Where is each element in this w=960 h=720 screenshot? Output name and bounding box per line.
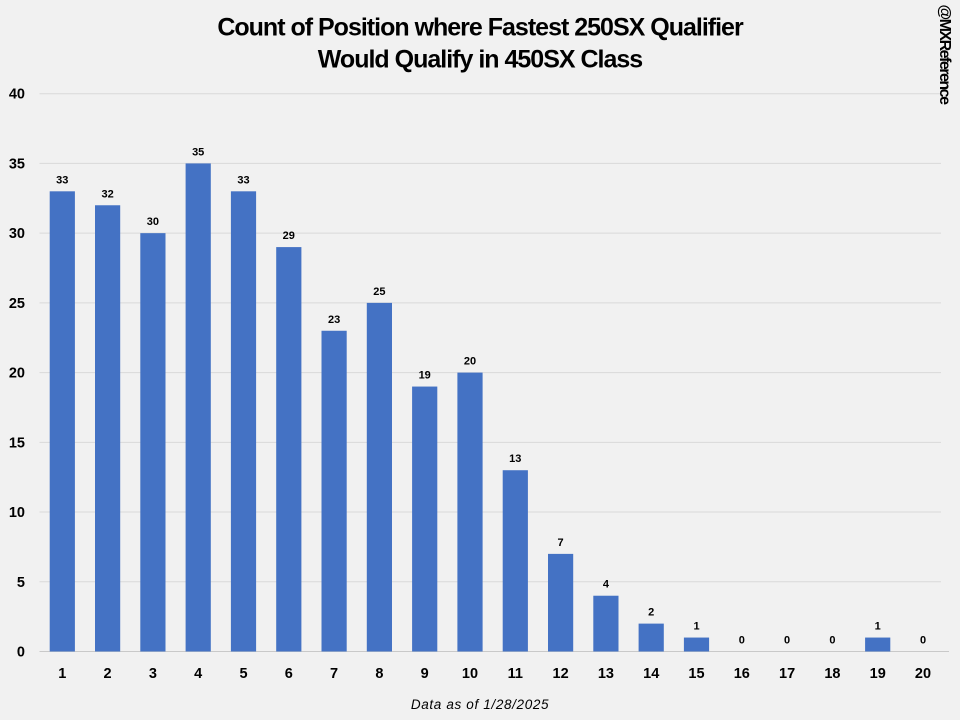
svg-text:9: 9 <box>421 666 429 682</box>
svg-text:6: 6 <box>285 666 293 682</box>
svg-text:23: 23 <box>328 314 340 326</box>
svg-text:12: 12 <box>553 666 569 682</box>
svg-text:30: 30 <box>9 226 25 242</box>
svg-text:32: 32 <box>101 188 113 200</box>
svg-text:0: 0 <box>920 635 926 647</box>
svg-text:25: 25 <box>373 286 385 298</box>
svg-text:13: 13 <box>598 666 614 682</box>
svg-text:14: 14 <box>643 666 659 682</box>
svg-text:2: 2 <box>104 666 112 682</box>
svg-text:30: 30 <box>147 216 159 228</box>
svg-text:20: 20 <box>464 356 476 368</box>
svg-text:20: 20 <box>9 366 25 382</box>
svg-text:0: 0 <box>739 635 745 647</box>
svg-text:5: 5 <box>239 666 247 682</box>
svg-text:19: 19 <box>419 370 431 382</box>
svg-text:4: 4 <box>603 579 610 591</box>
svg-text:0: 0 <box>829 635 835 647</box>
svg-text:8: 8 <box>375 666 383 682</box>
svg-text:10: 10 <box>462 666 478 682</box>
svg-text:3: 3 <box>149 666 157 682</box>
svg-text:13: 13 <box>509 453 521 465</box>
svg-text:40: 40 <box>9 87 25 103</box>
svg-text:0: 0 <box>784 635 790 647</box>
svg-text:Would Qualify in 450SX Class: Would Qualify in 450SX Class <box>318 46 643 74</box>
svg-text:0: 0 <box>17 645 25 661</box>
svg-text:33: 33 <box>56 174 68 186</box>
svg-text:16: 16 <box>734 666 750 682</box>
svg-text:33: 33 <box>237 174 249 186</box>
svg-text:1: 1 <box>693 621 699 633</box>
svg-text:29: 29 <box>283 230 295 242</box>
svg-text:1: 1 <box>875 621 881 633</box>
svg-text:5: 5 <box>17 575 25 591</box>
svg-text:2: 2 <box>648 607 654 619</box>
svg-text:11: 11 <box>508 666 523 682</box>
svg-text:15: 15 <box>688 666 704 682</box>
svg-text:15: 15 <box>9 435 25 451</box>
svg-text:@MXReference: @MXReference <box>936 5 953 106</box>
svg-text:10: 10 <box>9 505 25 521</box>
svg-text:19: 19 <box>870 666 886 682</box>
svg-text:4: 4 <box>194 666 202 682</box>
svg-text:18: 18 <box>824 666 840 682</box>
svg-text:35: 35 <box>192 146 204 158</box>
svg-text:7: 7 <box>558 537 564 549</box>
svg-text:17: 17 <box>779 666 795 682</box>
svg-text:25: 25 <box>9 296 25 312</box>
svg-text:1: 1 <box>58 666 66 682</box>
svg-text:7: 7 <box>330 666 338 682</box>
svg-text:20: 20 <box>915 666 931 682</box>
svg-text:Data as of 1/28/2025: Data as of 1/28/2025 <box>411 697 549 712</box>
svg-text:35: 35 <box>9 156 25 172</box>
svg-text:Count of Position where Fastes: Count of Position where Fastest 250SX Qu… <box>217 14 744 42</box>
